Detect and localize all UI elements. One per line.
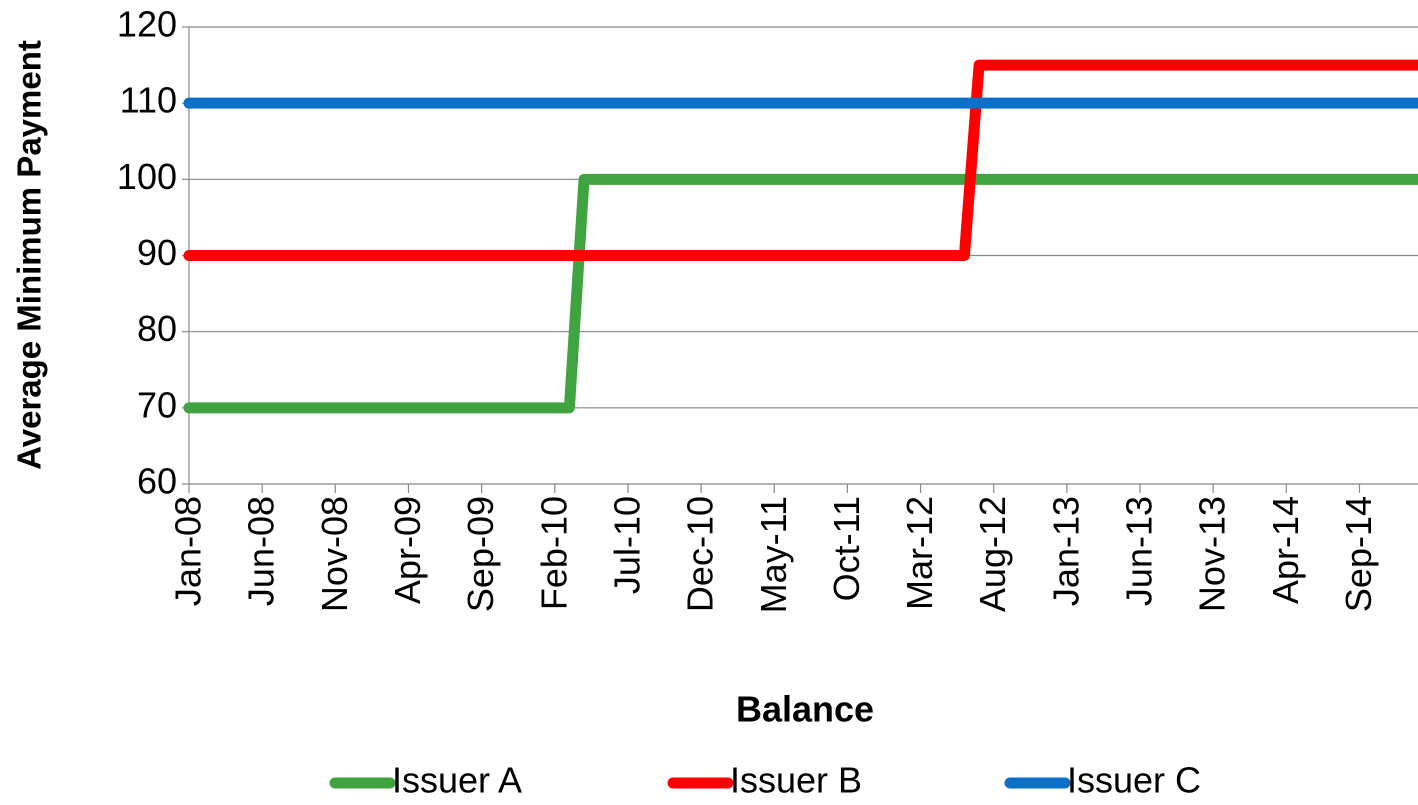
legend-label: Issuer A xyxy=(392,760,522,801)
series-line xyxy=(183,59,1418,261)
x-tick-label: Apr-09 xyxy=(387,496,428,604)
y-axis-title: Average Minimum Payment xyxy=(11,40,48,470)
series-line xyxy=(183,173,1418,414)
x-tick-label: Feb-10 xyxy=(533,496,574,610)
y-tick-label: 90 xyxy=(137,232,177,273)
legend-label: Issuer C xyxy=(1067,760,1201,801)
y-tick-label: 120 xyxy=(117,4,177,45)
x-tick-label: May-11 xyxy=(753,496,794,613)
y-tick-label: 60 xyxy=(137,461,177,502)
y-tick-label: 70 xyxy=(137,384,177,425)
x-tick-label: Jun-08 xyxy=(241,496,282,606)
x-tick-label: Nov-13 xyxy=(1192,496,1233,612)
x-tick-label: Dec-10 xyxy=(680,496,721,612)
x-tick-label: Nov-08 xyxy=(314,496,355,612)
x-tick-label: Jan-13 xyxy=(1045,496,1086,606)
legend-label: Issuer B xyxy=(730,760,862,801)
x-tick-label: Apr-14 xyxy=(1265,496,1306,604)
x-axis-title: Balance xyxy=(736,689,874,730)
x-tick-label: Sep-14 xyxy=(1338,496,1379,612)
y-tick-label: 110 xyxy=(120,80,177,121)
x-tick-label: Mar-12 xyxy=(899,496,940,610)
x-tick-label: Oct-11 xyxy=(826,496,867,601)
x-tick-label: Jul-10 xyxy=(606,496,647,594)
x-tick-label: Aug-12 xyxy=(972,496,1013,612)
x-tick-label: Jun-13 xyxy=(1119,496,1160,606)
x-tick-label: Sep-09 xyxy=(460,496,501,612)
x-tick-label: Jan-08 xyxy=(168,496,209,606)
y-tick-label: 100 xyxy=(117,156,177,197)
y-tick-label: 80 xyxy=(137,308,177,349)
